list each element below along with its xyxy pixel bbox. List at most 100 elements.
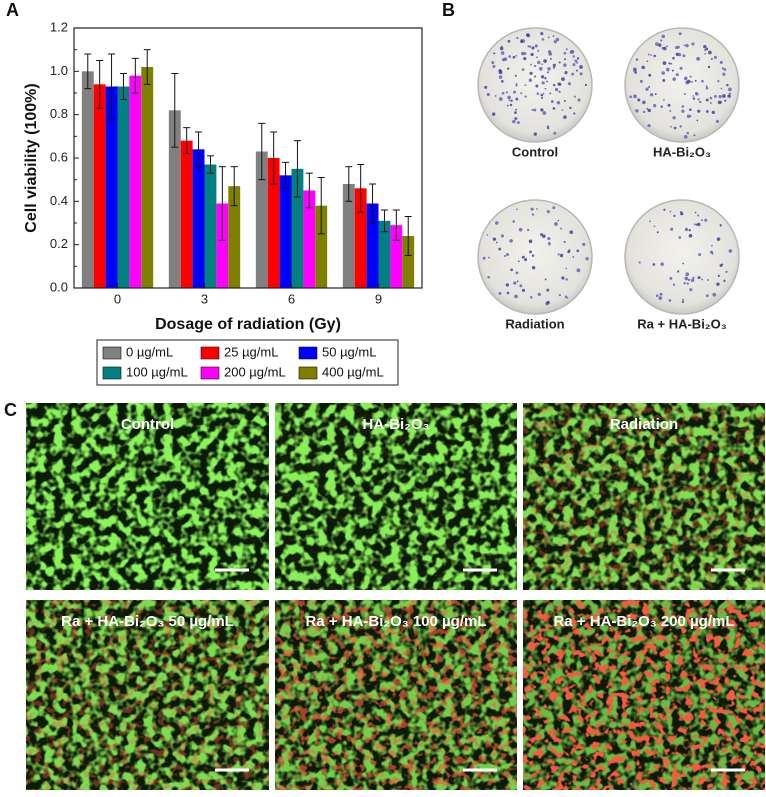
error-bar — [131, 57, 139, 94]
colony — [535, 84, 539, 88]
colony — [660, 39, 663, 42]
colony — [697, 109, 701, 113]
colony — [674, 46, 678, 50]
colony — [704, 218, 708, 222]
colony — [669, 276, 673, 280]
colony — [711, 110, 715, 115]
colony — [648, 73, 652, 77]
error-bar — [293, 140, 301, 198]
colony — [492, 112, 496, 116]
colony — [510, 268, 513, 272]
y-tick-label: 0.4 — [50, 193, 68, 208]
colony — [692, 276, 695, 279]
colony — [716, 237, 721, 241]
colony — [541, 81, 545, 85]
colony — [633, 68, 637, 73]
colony — [507, 67, 510, 70]
error-bar — [392, 209, 400, 241]
colony — [678, 236, 682, 239]
colony — [549, 92, 552, 95]
colony — [683, 281, 686, 285]
colony — [668, 62, 671, 65]
image-label: Control — [121, 416, 174, 433]
colony — [728, 92, 731, 95]
legend-swatch — [200, 346, 220, 360]
colony — [542, 92, 545, 95]
colony — [637, 98, 641, 102]
colony — [709, 250, 713, 254]
bar — [192, 149, 205, 288]
colony — [523, 52, 527, 56]
colony — [552, 107, 556, 110]
colony — [649, 93, 654, 97]
colony — [510, 99, 513, 102]
red-cells — [523, 403, 765, 590]
colony — [579, 65, 583, 69]
image-label: HA-Bi₂O₃ — [363, 416, 430, 433]
colony — [666, 45, 669, 48]
colony — [533, 132, 537, 136]
colony — [550, 100, 554, 103]
colony — [711, 244, 713, 247]
colony — [661, 46, 665, 50]
colony — [575, 69, 578, 72]
colony — [494, 94, 497, 97]
colony — [509, 103, 513, 107]
colony — [548, 241, 551, 245]
colony — [706, 279, 709, 281]
error-bar — [258, 122, 266, 181]
y-tick-label: 1.2 — [50, 19, 68, 34]
colony — [506, 252, 510, 256]
colony — [694, 92, 698, 95]
colony — [670, 125, 672, 128]
colony — [546, 210, 550, 214]
colony — [569, 230, 574, 235]
error-bar — [270, 131, 278, 185]
culture-plate — [477, 199, 593, 315]
colony — [693, 223, 696, 226]
colony — [655, 294, 659, 298]
red-cells — [26, 600, 269, 790]
colony — [650, 54, 653, 56]
colony — [684, 276, 689, 281]
colony — [653, 103, 657, 108]
colony — [561, 77, 565, 82]
colony — [713, 55, 717, 59]
fluorescence-image: Control — [26, 403, 269, 590]
colony — [697, 276, 701, 280]
colony — [679, 66, 683, 70]
colony — [660, 105, 663, 108]
panel-label: C — [4, 400, 17, 420]
x-tick-label: 0 — [114, 291, 121, 306]
colony — [665, 67, 670, 72]
colony — [722, 72, 726, 76]
colony — [689, 75, 692, 78]
colony — [563, 240, 566, 243]
error-bar — [369, 183, 377, 224]
colony — [508, 99, 511, 102]
colony — [690, 80, 693, 83]
colony — [560, 227, 563, 230]
colony — [516, 36, 519, 39]
colony — [697, 214, 700, 217]
colony — [726, 83, 729, 87]
colony — [689, 288, 693, 292]
bar — [267, 158, 280, 288]
colony — [663, 208, 666, 211]
bar — [81, 71, 94, 288]
legend-swatch — [102, 346, 122, 360]
colony — [526, 228, 530, 232]
error-bar — [305, 172, 313, 209]
bar — [378, 220, 391, 288]
colony — [683, 93, 686, 96]
colony — [663, 99, 665, 101]
colony — [493, 52, 496, 55]
colony — [659, 292, 663, 296]
bar — [228, 186, 241, 288]
colony — [563, 99, 566, 102]
colony — [499, 46, 504, 51]
colony — [521, 256, 524, 259]
culture-plate — [477, 27, 593, 143]
colony — [719, 264, 723, 267]
